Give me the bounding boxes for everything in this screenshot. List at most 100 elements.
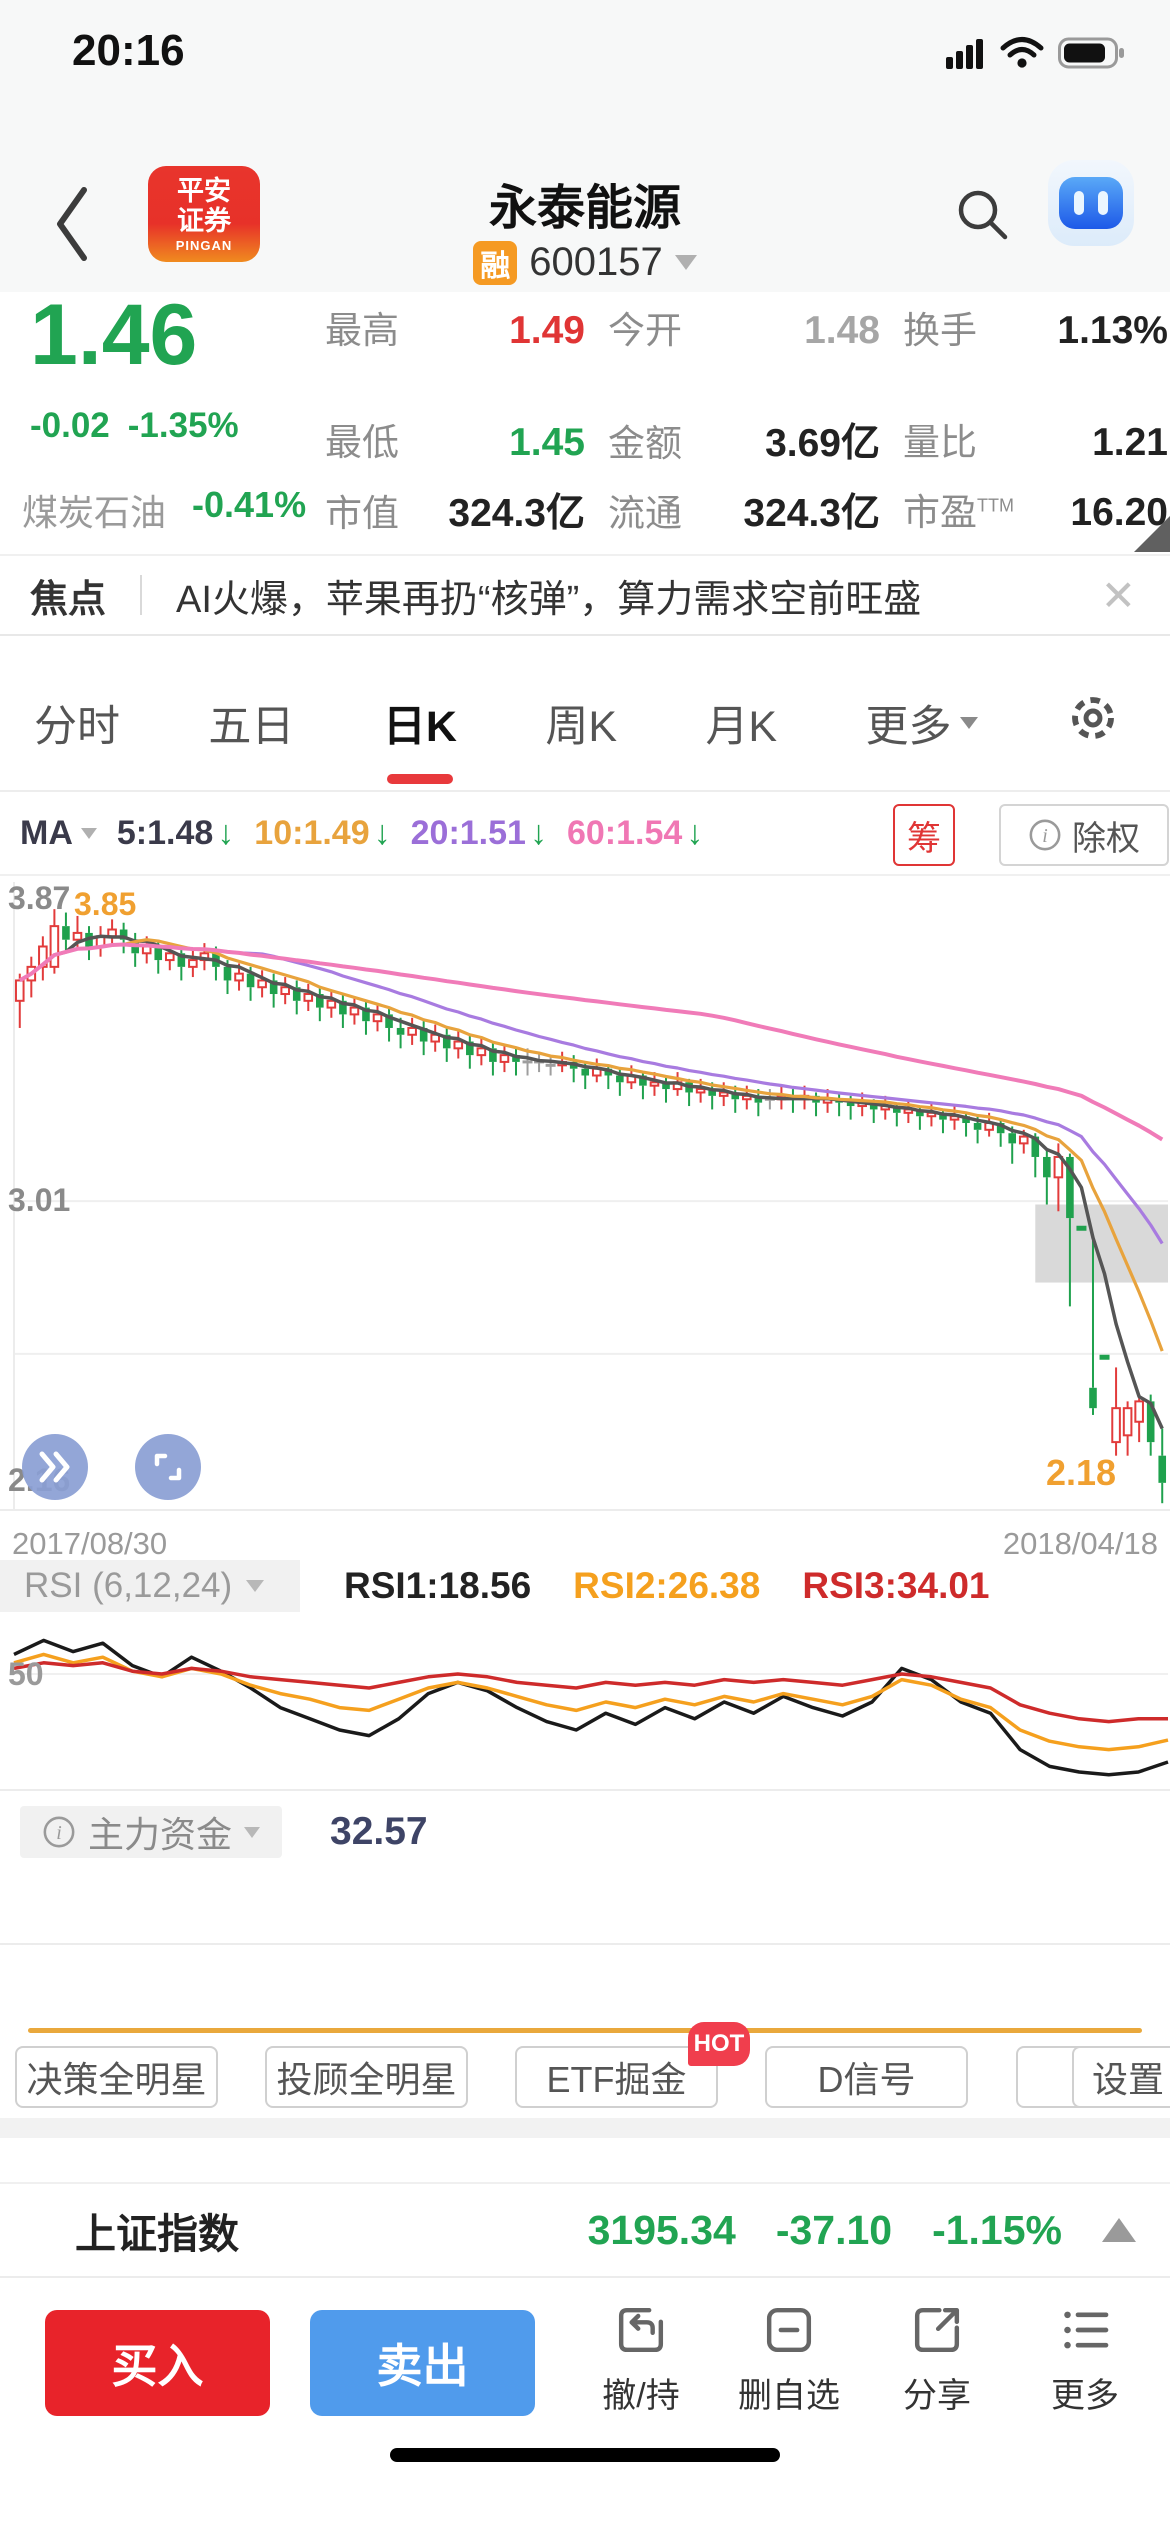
main-funds-value: 32.57 — [330, 1810, 428, 1853]
candlestick-chart[interactable] — [0, 876, 1170, 1518]
tab-monthly-k[interactable]: 月K — [705, 703, 778, 751]
search-icon — [958, 190, 1008, 240]
info-icon: i — [43, 1816, 75, 1848]
expand-corner-icon[interactable] — [1134, 516, 1170, 552]
status-icons — [946, 36, 1126, 70]
fast-forward-button[interactable] — [22, 1434, 88, 1500]
index-name: 上证指数 — [75, 2211, 239, 2257]
section-divider-band — [0, 2118, 1170, 2138]
news-banner[interactable]: 焦点 AI火爆，苹果再扔“核弹”，算力需求空前旺盛 ✕ — [0, 554, 1170, 636]
news-tag: 焦点 — [30, 578, 107, 621]
sector-change: -0.41% — [192, 484, 307, 525]
minus-box-icon — [766, 2307, 812, 2353]
chevron-up-icon[interactable] — [1102, 2218, 1136, 2242]
sector-link[interactable]: 煤炭石油 -0.41% — [22, 484, 306, 536]
margin-badge: 融 — [473, 240, 518, 285]
hot-badge: HOT — [688, 2022, 750, 2066]
tool-decision-allstar[interactable]: 决策全明星 — [15, 2046, 218, 2108]
chevron-down-icon — [674, 255, 697, 270]
back-button[interactable] — [52, 182, 92, 271]
stat-market-cap: 市值 324.3亿 — [325, 492, 585, 535]
ma5-value: 5:1.48 ↓ — [116, 813, 235, 852]
rsi-chart[interactable] — [0, 1614, 1170, 1792]
ma10-value: 10:1.49 ↓ — [254, 813, 391, 852]
quote-stats-row1: 最高 1.49 今开 1.48 换手 1.13% — [325, 300, 1168, 354]
chart-settings-button[interactable] — [1066, 691, 1120, 756]
double-chevron-right-icon — [39, 1451, 70, 1483]
news-headline: AI火爆，苹果再扔“核弹”，算力需求空前旺盛 — [176, 578, 922, 621]
chips-distribution-button[interactable]: 筹 — [893, 804, 955, 866]
fullscreen-rotate-button[interactable] — [135, 1434, 201, 1500]
assistant-robot-button[interactable] — [1048, 160, 1134, 246]
index-change-percent: -1.15% — [932, 2206, 1062, 2253]
stat-volume-ratio: 量比 1.21 — [903, 421, 1168, 464]
rsi-values: RSI1:18.56 RSI2:26.38 RSI3:34.01 — [344, 1565, 990, 1607]
page-title: 永泰能源 — [488, 182, 681, 235]
sector-name: 煤炭石油 — [22, 492, 167, 533]
ex-rights-button[interactable]: i 除权 — [999, 804, 1169, 866]
chevron-down-icon — [246, 1580, 265, 1592]
remove-watchlist-button[interactable]: 删自选 — [714, 2302, 864, 2417]
ma60-value: 60:1.54 ↓ — [566, 813, 704, 852]
chart-peak-label: 3.85 — [74, 886, 137, 922]
share-button[interactable]: 分享 — [862, 2302, 1012, 2417]
chart-date-axis: 2017/08/30 2018/04/18 — [0, 1526, 1170, 1562]
tool-advisor-allstar[interactable]: 投顾全明星 — [265, 2046, 468, 2108]
stat-turnover: 换手 1.13% — [903, 309, 1168, 352]
logo-text: 证券 — [177, 205, 231, 236]
stat-amount: 金额 3.69亿 — [608, 422, 880, 465]
ma-selector[interactable]: MA — [20, 814, 97, 853]
stat-pe-ttm: 市盈TTM 16.20 — [903, 491, 1168, 534]
cancel-hold-button[interactable]: 撤/持 — [566, 2302, 716, 2417]
main-funds-selector[interactable]: i 主力资金 — [20, 1806, 283, 1858]
robot-icon — [1059, 177, 1123, 229]
more-button[interactable]: 更多 — [1010, 2302, 1160, 2417]
status-time: 20:16 — [72, 26, 185, 75]
last-price: 1.46 — [30, 287, 198, 383]
tool-d-signal[interactable]: D信号 — [765, 2046, 968, 2108]
down-arrow-icon: ↓ — [217, 813, 235, 852]
ma20-value: 20:1.51 ↓ — [410, 813, 547, 852]
sell-button[interactable]: 卖出 — [310, 2310, 535, 2416]
active-tab-indicator — [386, 774, 453, 784]
home-indicator[interactable] — [390, 2448, 780, 2462]
chevron-down-icon — [80, 827, 97, 839]
tab-weekly-k[interactable]: 周K — [545, 703, 618, 751]
index-bar[interactable]: 上证指数 3195.34 -37.10 -1.15% — [0, 2182, 1170, 2278]
end-date: 2018/04/18 — [1002, 1526, 1158, 1561]
chart-period-tabs: 分时 五日 日K 周K 月K 更多 — [34, 688, 1120, 784]
down-arrow-icon: ↓ — [373, 813, 391, 852]
stock-code-selector[interactable]: 融 600157 — [0, 240, 1170, 285]
tab-daily-k[interactable]: 日K — [383, 692, 457, 784]
chart-high-label: 3.87 — [8, 880, 71, 916]
last-price-label: 2.18 — [1046, 1452, 1117, 1493]
pingan-securities-logo[interactable]: 平安 证券 PINGAN — [148, 166, 260, 262]
tab-5day[interactable]: 五日 — [208, 703, 295, 751]
scroll-indicator-line — [28, 2028, 1142, 2033]
stat-high: 最高 1.49 — [325, 309, 585, 352]
ma-indicator-bar[interactable]: MA 5:1.48 ↓ 10:1.49 ↓ 20:1.51 ↓ 60:1.54 ↓ — [20, 802, 703, 864]
rsi-header: RSI (6,12,24) RSI1:18.56 RSI2:26.38 RSI3… — [0, 1560, 1170, 1612]
down-arrow-icon: ↓ — [529, 813, 547, 852]
index-value: 3195.34 — [587, 2206, 736, 2253]
list-more-icon — [1064, 2311, 1109, 2349]
tool-etf-mining[interactable]: ETF掘金 — [515, 2046, 718, 2108]
battery-icon — [1058, 37, 1124, 69]
close-icon[interactable]: ✕ — [1100, 571, 1136, 619]
chevron-left-icon — [57, 187, 87, 261]
gear-icon — [1072, 696, 1114, 739]
tool-settings[interactable]: 设置 — [1072, 2046, 1170, 2108]
stat-open: 今开 1.48 — [608, 309, 880, 352]
main-funds-row: i 主力资金 32.57 — [20, 1806, 428, 1858]
tab-more[interactable]: 更多 — [866, 692, 978, 754]
cellular-signal-icon — [946, 39, 983, 69]
rsi-selector[interactable]: RSI (6,12,24) — [0, 1560, 300, 1612]
price-change: -0.02 -1.35% — [30, 406, 239, 446]
divider — [140, 575, 143, 615]
buy-button[interactable]: 买入 — [45, 2310, 270, 2416]
rsi-fifty-label: 50 — [8, 1656, 44, 1692]
search-button[interactable] — [952, 184, 1012, 249]
tab-minute[interactable]: 分时 — [34, 703, 120, 751]
stock-code: 600157 — [529, 240, 663, 284]
change-value: -0.02 — [30, 406, 110, 445]
